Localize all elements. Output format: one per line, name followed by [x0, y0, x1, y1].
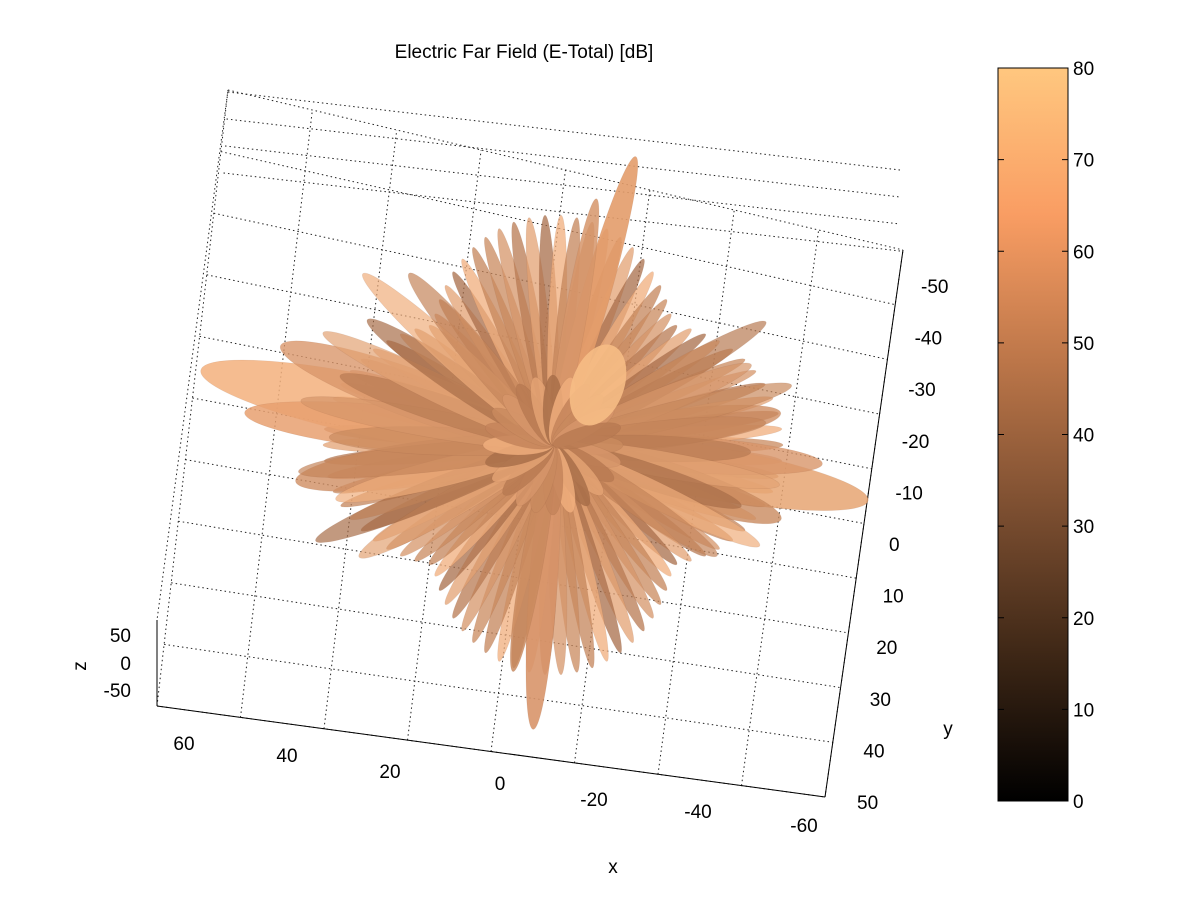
colorbar: 80 70 60 50 40 30 20 10 0: [997, 59, 1094, 813]
z-tick-label: -50: [104, 681, 131, 702]
far-field-surface: [200, 156, 869, 730]
x-tick-label: 60: [173, 734, 194, 755]
x-tick-label: 20: [379, 762, 400, 783]
x-tick-label: -60: [790, 816, 817, 837]
colorbar-ticks: 80 70 60 50 40 30 20 10 0: [998, 59, 1094, 813]
y-tick-label: -50: [921, 277, 948, 298]
grid-line: [220, 151, 896, 306]
surface-lobe: [552, 422, 622, 450]
colorbar-tick-label: 80: [1073, 59, 1094, 80]
y-tick-label: -40: [915, 329, 942, 350]
y-tick-label: 50: [857, 793, 878, 814]
grid-line: [178, 520, 849, 634]
z-axis-label: z: [70, 661, 91, 671]
grid-line: [227, 91, 901, 171]
y-tick-label: 0: [889, 535, 900, 556]
x-axis-label: x: [608, 857, 618, 878]
y-tick-label: 20: [876, 638, 897, 659]
y-tick-label: 10: [883, 587, 904, 608]
y-tick-label: -10: [895, 483, 922, 504]
colorbar-tick-label: 50: [1073, 334, 1094, 355]
x-tick-label: -20: [580, 790, 607, 811]
x-tick-labels: 60 40 20 0 -20 -40 -60: [173, 734, 817, 837]
y-tick-label: 30: [870, 690, 891, 711]
x-axis-line: [156, 705, 826, 798]
colorbar-tick-label: 60: [1073, 242, 1094, 263]
z-tick-label: 50: [110, 626, 131, 647]
z-tick-label: 0: [120, 654, 131, 675]
colorbar-tick-label: 40: [1073, 426, 1094, 447]
grid-line: [156, 89, 229, 621]
y-tick-label: -30: [908, 380, 935, 401]
colorbar-gradient: [997, 67, 1069, 802]
colorbar-tick-label: 20: [1073, 609, 1094, 630]
y-tick-label: 40: [863, 741, 884, 762]
grid-line: [224, 145, 901, 225]
y-tick-labels: -50 -40 -30 -20 -10 0 10 20 30 40 50: [857, 277, 948, 814]
grid-line: [223, 172, 901, 252]
colorbar-tick-label: 10: [1073, 700, 1094, 721]
grid-line: [240, 109, 313, 718]
z-tick-labels: 50 0 -50: [104, 626, 131, 702]
y-axis-line: [824, 249, 904, 798]
y-axis-label: y: [943, 719, 953, 740]
chart-title: Electric Far Field (E-Total) [dB]: [395, 42, 654, 63]
colorbar-tick-label: 30: [1073, 517, 1094, 538]
x-tick-label: -40: [684, 802, 711, 823]
x-tick-label: 40: [276, 746, 297, 767]
grid-line: [226, 118, 901, 198]
x-tick-label: 0: [495, 774, 506, 795]
colorbar-tick-label: 0: [1073, 792, 1084, 813]
colorbar-tick-label: 70: [1073, 151, 1094, 172]
y-tick-label: -20: [902, 432, 929, 453]
surface-lobe: [569, 344, 627, 426]
